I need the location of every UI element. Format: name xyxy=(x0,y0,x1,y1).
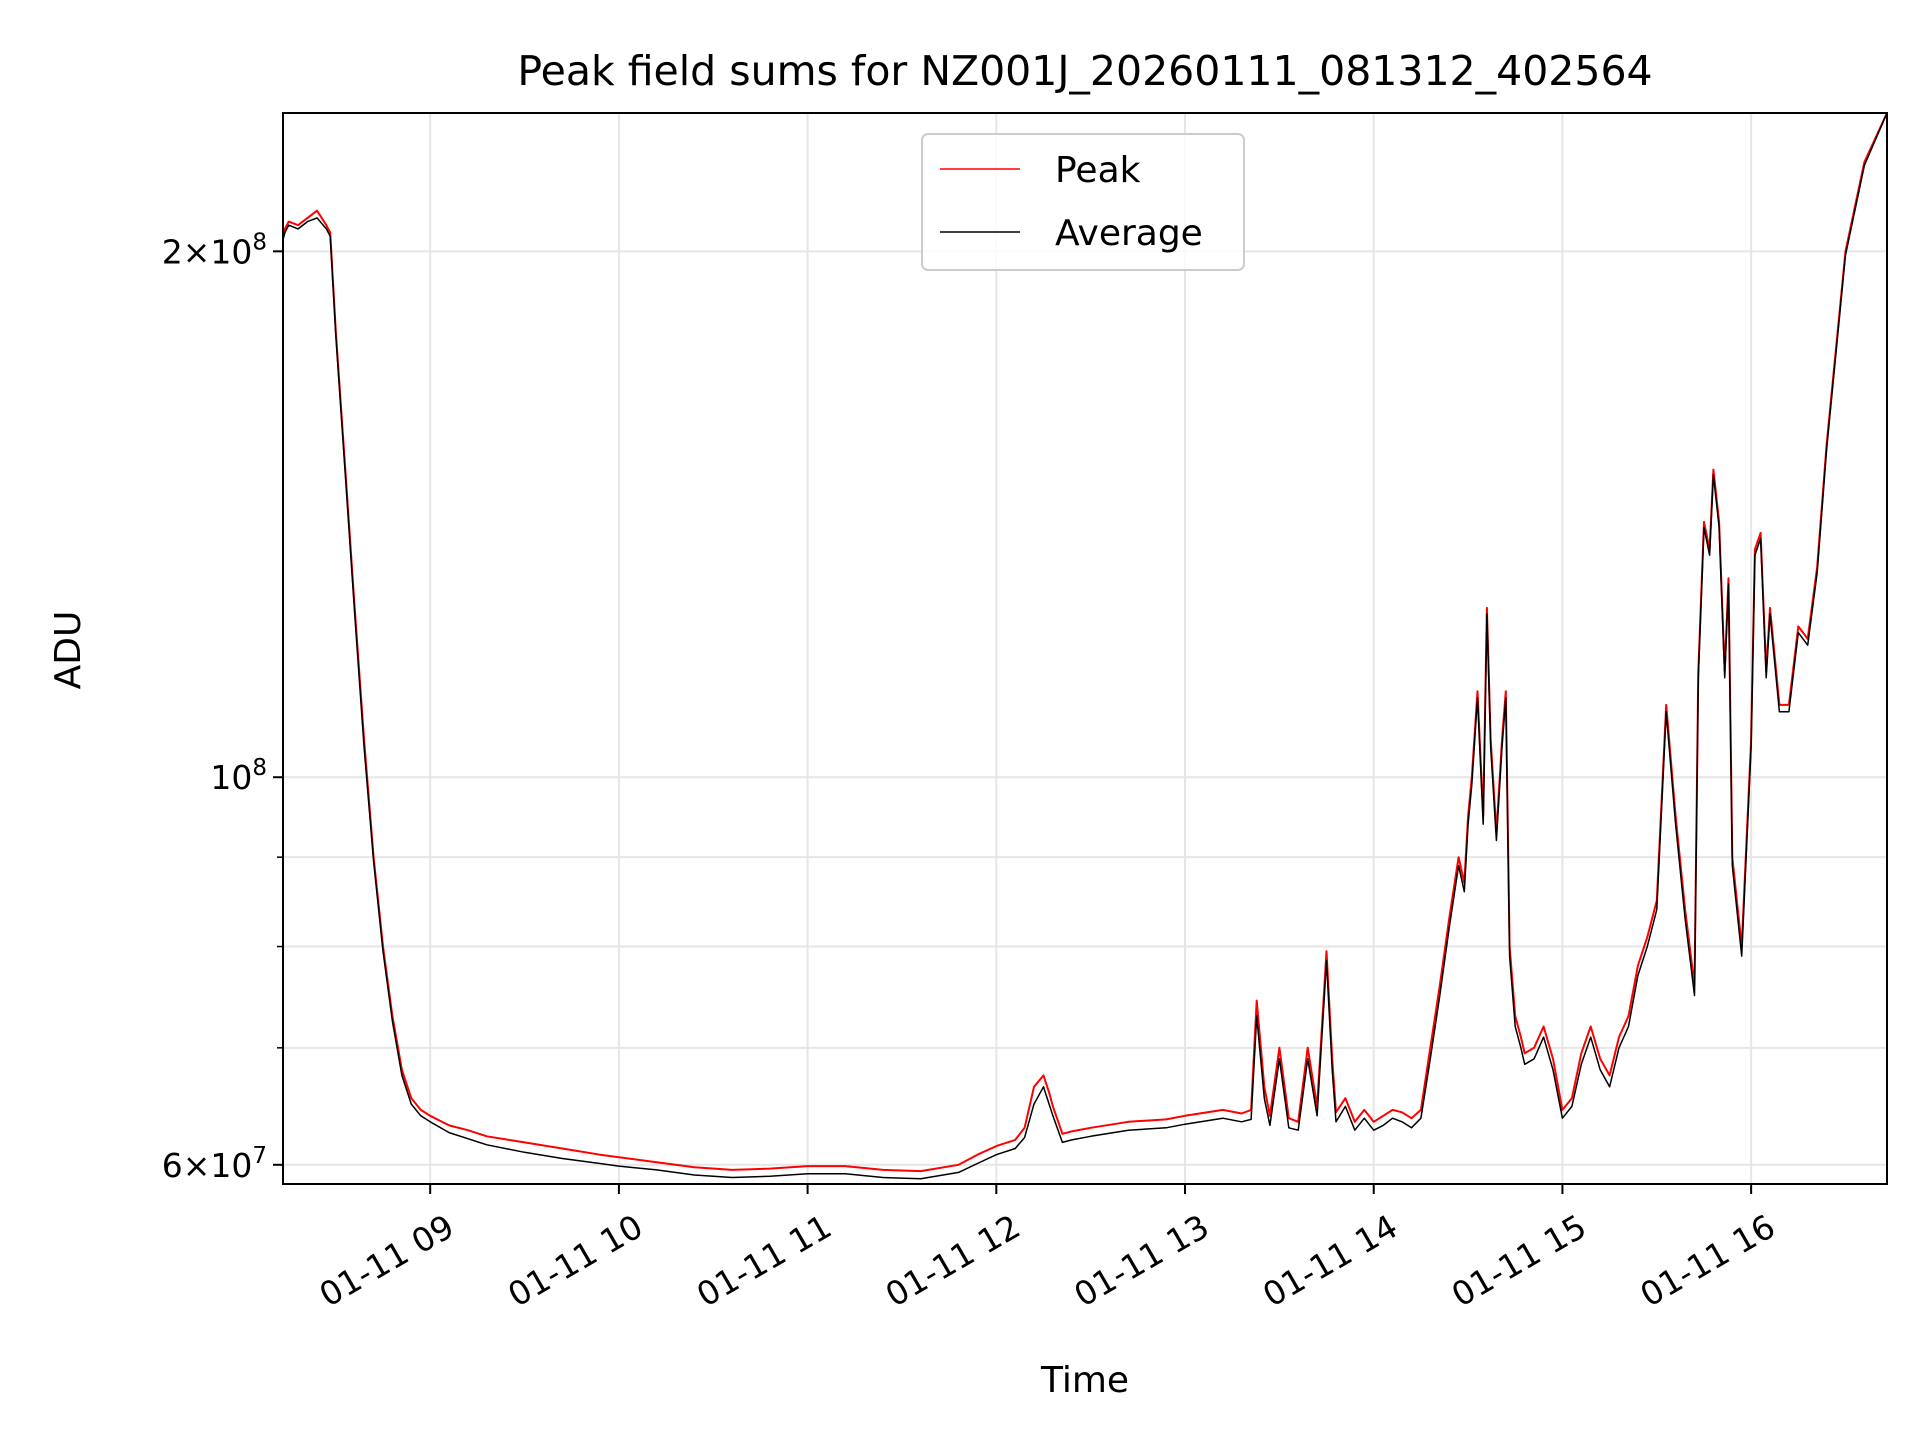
y-tick-label: 108 xyxy=(210,755,267,797)
legend: Peak Average xyxy=(921,133,1245,271)
x-axis-label: Time xyxy=(1040,1360,1129,1401)
series-line-average xyxy=(283,113,1887,1180)
y-axis-label: ADU xyxy=(48,611,89,690)
y-tick-label: 6×107 xyxy=(162,1143,267,1185)
y-axis: 6×107 108 2×108 xyxy=(162,229,283,1185)
plot-frame xyxy=(282,112,1888,1185)
series-layer xyxy=(283,113,1887,1180)
chart-title: Peak field sums for NZ001J_20260111_0813… xyxy=(517,47,1652,95)
legend-label-average: Average xyxy=(1055,213,1203,254)
y-tick-label: 2×108 xyxy=(162,229,267,271)
legend-label-peak: Peak xyxy=(1055,150,1141,191)
legend-box xyxy=(921,133,1245,271)
